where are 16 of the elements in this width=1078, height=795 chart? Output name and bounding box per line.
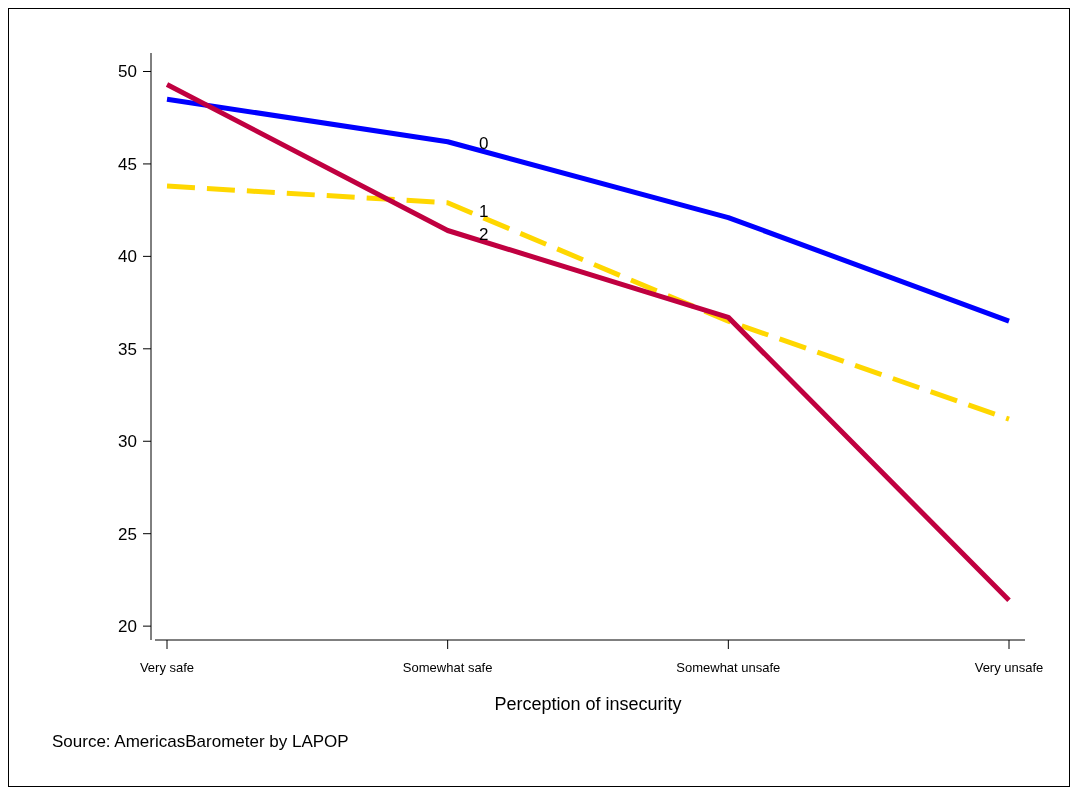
x-axis-title: Perception of insecurity	[494, 694, 682, 714]
y-tick-label: 20	[118, 617, 137, 637]
y-tick-label: 25	[118, 524, 137, 544]
series-label: 2	[479, 224, 489, 244]
series-label: 0	[479, 134, 489, 154]
x-tick-label: Somewhat safe	[402, 660, 493, 675]
y-tick-label: 30	[118, 432, 137, 452]
x-tick-label: Somewhat unsafe	[676, 660, 781, 675]
x-tick-label: Very safe	[139, 660, 195, 675]
y-tick-label: 45	[118, 154, 137, 174]
y-tick-label: 40	[118, 247, 137, 267]
y-tick-label: 35	[118, 339, 137, 359]
series-label: 1	[479, 201, 489, 221]
y-tick-label: 50	[118, 62, 137, 82]
x-tick-label: Very unsafe	[974, 660, 1044, 675]
source-note: Source: AmericasBarometer by LAPOP	[52, 732, 349, 751]
